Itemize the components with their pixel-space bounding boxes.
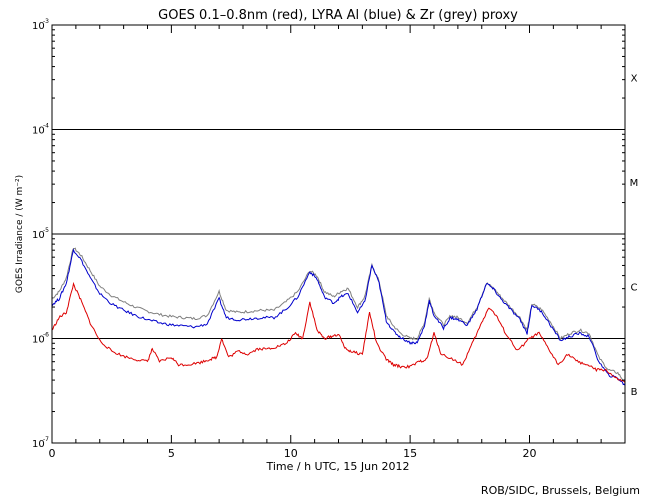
x-tick-label-4: 20 xyxy=(523,447,537,460)
series-line-2 xyxy=(51,281,626,383)
x-tick-label-2: 10 xyxy=(284,447,298,460)
flare-class-M: M xyxy=(630,178,639,189)
y-axis-label: GOES Irradiance / (W m⁻²) xyxy=(15,175,25,293)
x-tick-label-1: 5 xyxy=(168,447,175,460)
series-layer xyxy=(51,247,626,386)
flare-class-B: B xyxy=(631,387,638,398)
y-tick-exponent-0: -3 xyxy=(43,18,49,25)
flare-class-X: X xyxy=(631,73,638,84)
y-tick-label-3: 10 xyxy=(32,335,45,346)
credit-text: ROB/SIDC, Brussels, Belgium xyxy=(481,484,640,497)
y-tick-label-2: 10 xyxy=(32,230,45,241)
x-axis-label: Time / h UTC, 15 Jun 2012 xyxy=(265,460,409,473)
y-tick-label-0: 10 xyxy=(32,21,45,32)
x-tick-label-3: 15 xyxy=(403,447,417,460)
y-ticks: 10-310-410-510-610-7 xyxy=(32,18,625,450)
x-tick-label-0: 0 xyxy=(49,447,56,460)
series-line-0 xyxy=(51,247,626,383)
y-tick-label-4: 10 xyxy=(32,439,45,450)
y-tick-exponent-3: -6 xyxy=(43,332,49,339)
x-ticks: 0 5 10 15 20 xyxy=(49,25,626,460)
flare-class-labels: X M C B xyxy=(630,73,639,398)
y-tick-label-1: 10 xyxy=(32,126,45,137)
flare-class-C: C xyxy=(631,282,638,293)
series-line-1 xyxy=(51,248,626,386)
y-tick-exponent-1: -4 xyxy=(43,123,49,130)
chart-title: GOES 0.1–0.8nm (red), LYRA Al (blue) & Z… xyxy=(158,8,518,23)
y-tick-exponent-2: -5 xyxy=(43,227,49,234)
y-tick-exponent-4: -7 xyxy=(43,436,49,443)
